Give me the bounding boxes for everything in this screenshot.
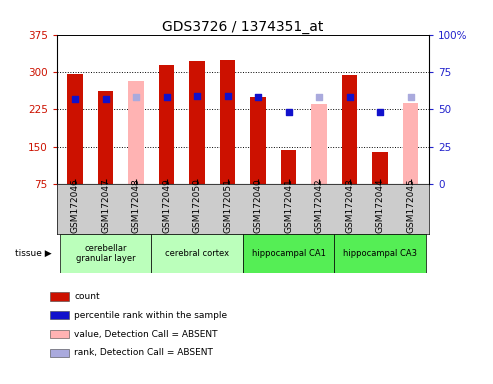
Bar — [50, 349, 69, 357]
Bar — [50, 292, 69, 301]
Point — [71, 96, 79, 102]
Bar — [250, 97, 266, 184]
Point — [284, 109, 292, 116]
Bar — [334, 234, 426, 273]
Point — [346, 94, 353, 101]
Bar — [403, 103, 418, 184]
Bar — [189, 61, 205, 184]
Text: hippocampal CA3: hippocampal CA3 — [343, 249, 417, 258]
Text: count: count — [74, 292, 100, 301]
Bar — [373, 152, 387, 184]
Point — [376, 109, 384, 116]
Bar — [50, 330, 69, 338]
Point — [315, 94, 323, 101]
Bar — [312, 104, 327, 184]
Bar — [60, 234, 151, 273]
Text: hippocampal CA1: hippocampal CA1 — [251, 249, 325, 258]
Point — [224, 93, 232, 99]
Bar — [159, 65, 174, 184]
Text: value, Detection Call = ABSENT: value, Detection Call = ABSENT — [74, 329, 218, 339]
Bar — [151, 234, 243, 273]
Point — [254, 94, 262, 101]
Bar — [50, 311, 69, 319]
Text: rank, Detection Call = ABSENT: rank, Detection Call = ABSENT — [74, 348, 213, 357]
Point — [132, 94, 140, 101]
Point — [102, 96, 109, 102]
Bar — [243, 234, 334, 273]
Text: tissue ▶: tissue ▶ — [15, 249, 52, 258]
Text: cerebellar
granular layer: cerebellar granular layer — [76, 244, 135, 263]
Point — [407, 94, 415, 101]
Point — [163, 94, 171, 101]
Title: GDS3726 / 1374351_at: GDS3726 / 1374351_at — [162, 20, 323, 33]
Point — [193, 93, 201, 99]
Text: cerebral cortex: cerebral cortex — [165, 249, 229, 258]
Bar — [98, 91, 113, 184]
Bar — [220, 60, 235, 184]
Bar — [342, 76, 357, 184]
Bar — [128, 81, 143, 184]
Bar — [68, 74, 83, 184]
Bar — [281, 151, 296, 184]
Text: percentile rank within the sample: percentile rank within the sample — [74, 311, 228, 320]
